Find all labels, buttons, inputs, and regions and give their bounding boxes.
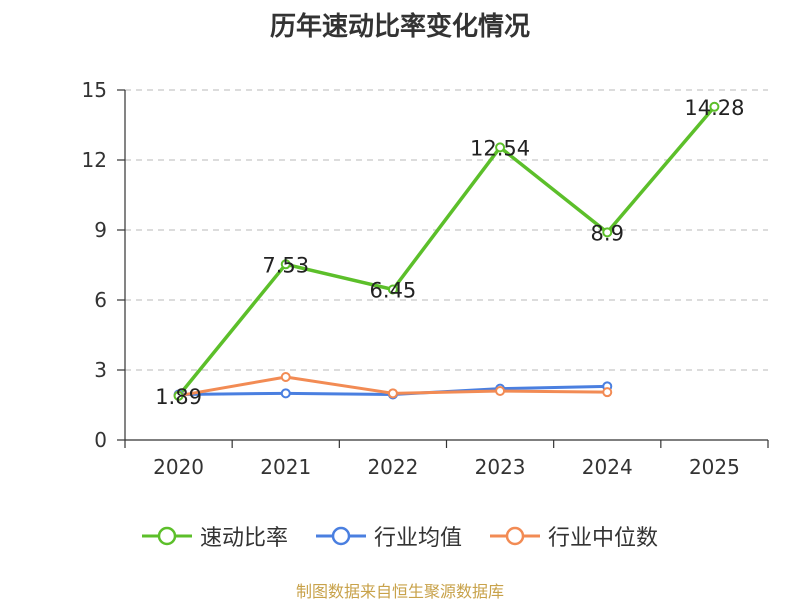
data-label: 1.89	[155, 385, 202, 409]
y-tick-label: 6	[94, 288, 107, 312]
legend-swatch-quick-ratio	[141, 526, 192, 546]
data-point	[602, 227, 613, 238]
legend: 速动比率 行业均值 行业中位数	[0, 520, 800, 552]
data-point	[280, 388, 291, 399]
data-label: 7.53	[262, 253, 309, 277]
legend-swatch-industry-mean	[315, 526, 366, 546]
series-line-0	[177, 105, 716, 398]
x-tick-label: 2025	[689, 455, 740, 479]
data-point	[387, 388, 398, 399]
y-tick-label: 0	[94, 428, 107, 452]
data-point	[495, 386, 506, 396]
data-point	[387, 284, 398, 295]
data-point	[602, 387, 613, 398]
x-tick-label: 2020	[153, 455, 204, 479]
data-points	[173, 101, 720, 401]
y-axis: 0 3 6 9 12 15	[82, 78, 126, 452]
legend-label-industry-mean: 行业均值	[373, 526, 462, 551]
data-label: 12.54	[470, 136, 530, 160]
data-label: 14.28	[684, 96, 744, 120]
data-point	[173, 390, 184, 401]
x-tick-label: 2021	[260, 455, 311, 479]
legend-item-industry-mean[interactable]: 行业均值	[315, 520, 462, 552]
series-lines	[177, 105, 716, 398]
legend-label-industry-median: 行业中位数	[548, 526, 659, 551]
legend-swatch-industry-median	[490, 526, 540, 546]
chart-title: 历年速动比率变化情况	[269, 12, 530, 42]
data-labels: 1.89 7.53 6.45 12.54 8.9 14.28	[155, 96, 744, 409]
data-label: 6.45	[370, 279, 417, 303]
data-point	[709, 101, 720, 112]
data-point	[495, 142, 506, 153]
x-axis: 2020 2021 2022 2023 2024 2025	[124, 439, 769, 479]
x-tick-label: 2022	[367, 455, 418, 479]
y-tick-label: 9	[94, 218, 107, 242]
source-note: 制图数据来自恒生聚源数据库	[295, 582, 504, 601]
data-point	[280, 259, 291, 270]
y-tick-label: 3	[94, 358, 107, 382]
y-tick-label: 12	[82, 148, 107, 172]
y-tick-label: 15	[82, 78, 107, 102]
data-point	[280, 372, 291, 382]
legend-item-quick-ratio[interactable]: 速动比率	[141, 520, 288, 552]
x-tick-label: 2023	[475, 455, 526, 479]
legend-item-industry-median[interactable]: 行业中位数	[490, 520, 658, 552]
legend-label-quick-ratio: 速动比率	[199, 526, 288, 551]
x-tick-label: 2024	[582, 455, 633, 479]
data-label: 8.9	[591, 221, 624, 245]
gridlines	[125, 89, 768, 371]
